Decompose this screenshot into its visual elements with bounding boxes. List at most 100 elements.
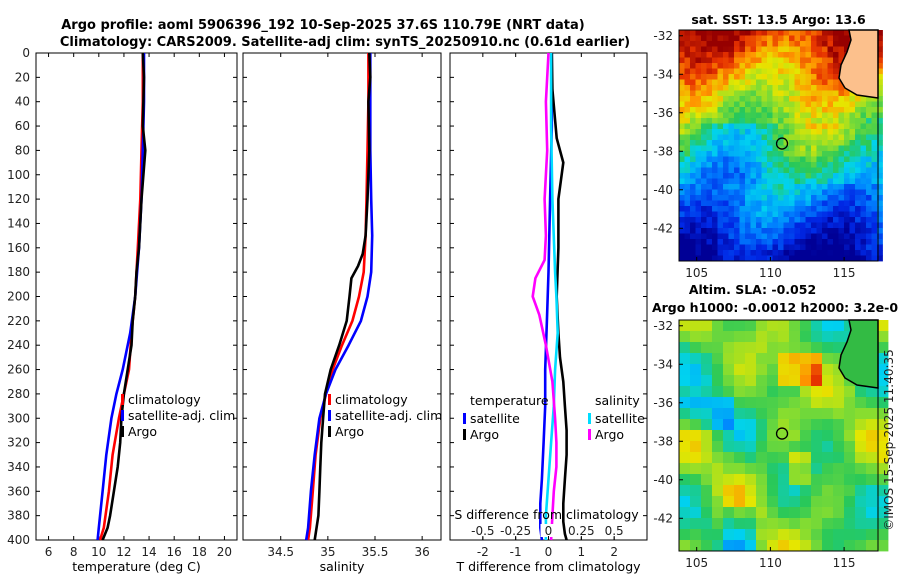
temperature-ytick-label: 380 (7, 509, 30, 523)
sst-map-xtick-label: 105 (685, 266, 708, 280)
sla-map-xtick-label: 105 (685, 556, 708, 570)
salinity-series-argo (313, 52, 372, 541)
sst-map-ytick-label: -42 (653, 221, 673, 235)
temperature-ytick-label: 160 (7, 241, 30, 255)
temperature-legend-swatch (121, 426, 124, 437)
salinity-legend-label: Argo (335, 424, 364, 439)
salinity-series-climatology (306, 53, 370, 541)
temperature-ytick-label: 300 (7, 411, 30, 425)
difference-xtick-label: -1 (510, 545, 522, 559)
sst-map-ytick-label: -38 (653, 144, 673, 158)
temperature-ytick-label: 200 (7, 290, 30, 304)
diff-x2tick-bg (540, 524, 557, 537)
sla-map-ytick-label: -36 (653, 396, 673, 410)
diff-legend-t-header: temperature (470, 393, 549, 408)
sst-map-heatmap (679, 30, 883, 262)
sst-map-xtick-label: 110 (759, 266, 782, 280)
difference-panel: -2 -1 0 1 2T difference from climatology temp… (449, 52, 648, 574)
sst-map-ytick-label: -36 (653, 106, 673, 120)
sst-map-title: sat. SST: 13.5 Argo: 13.6 (691, 12, 866, 27)
difference-series-s-argo (531, 52, 558, 541)
temperature-xtick-label: 20 (217, 545, 232, 559)
diff-x2tick-label: 0 (545, 524, 553, 538)
temperature-xtick-label: 10 (91, 545, 106, 559)
salinity-legend-label: climatology (335, 392, 408, 407)
difference-xtick-label: 2 (610, 545, 618, 559)
temperature-xlabel: temperature (deg C) (72, 559, 201, 574)
sla-map-ytick-label: -34 (653, 357, 673, 371)
temperature-series-satellite-adj-clim (96, 53, 146, 541)
diff-x2tick-bg (501, 524, 530, 537)
diff-x2tick-label: -0.25 (500, 524, 531, 538)
sla-map-xtick-label: 115 (833, 556, 856, 570)
diff-legend-s-header: salinity (595, 393, 640, 408)
diff-x2label: S difference from climatology (454, 507, 639, 522)
diff-legend-t-swatch (463, 413, 466, 424)
sst-map-panel: 105 110 115 -32 -34 -36 -38 -40 -42 sat. SST: 13.… (653, 12, 883, 280)
sla-map-argo-marker (775, 427, 789, 440)
temperature-legend-label: climatology (128, 392, 201, 407)
temperature-xtick-label: 8 (70, 545, 78, 559)
temperature-ytick-label: 120 (7, 192, 30, 206)
salinity-xtick-label: 36 (415, 545, 430, 559)
temperature-xtick-label: 18 (192, 545, 207, 559)
temperature-ytick-label: 280 (7, 387, 30, 401)
credit-label: ©IMOS 15-Sep-2025 11:40:35 (882, 349, 896, 531)
sla-map-xtick-label: 110 (759, 556, 782, 570)
difference-series-s-satellite (544, 53, 560, 540)
difference-xtick-label: 0 (545, 545, 553, 559)
temperature-xtick-label: 16 (167, 545, 182, 559)
salinity-legend-label: satellite-adj. clim (335, 408, 442, 423)
salinity-legend-swatch (328, 426, 331, 437)
temperature-ytick-label: 80 (15, 143, 30, 157)
salinity-legend-swatch (328, 410, 331, 421)
temperature-ytick-label: 180 (7, 265, 30, 279)
diff-x2tick-bg (567, 524, 596, 537)
temperature-xtick-label: 6 (45, 545, 53, 559)
diff-legend-t-label: Argo (470, 427, 499, 442)
temperature-legend-swatch (121, 410, 124, 421)
diff-x2tick-label: 0.25 (568, 524, 595, 538)
salinity-xtick-label: 35 (320, 545, 335, 559)
salinity-legend-swatch (328, 394, 331, 405)
diff-x2tick-bg (606, 524, 623, 537)
sla-map-panel: 105 110 115 -32 -34 -36 -38 -40 -42 Altim. SLA: -… (652, 282, 898, 570)
difference-series-t-satellite (538, 53, 554, 541)
temperature-ytick-label: 20 (15, 70, 30, 84)
temperature-panel: 0 20 40 60 80 100 120 140 160 180 200 220 240 260 280 3… (7, 46, 238, 574)
temperature-ytick-label: 140 (7, 216, 30, 230)
temperature-legend-swatch (121, 394, 124, 405)
difference-xtick-label: -2 (477, 545, 489, 559)
salinity-xtick-label: 34.5 (267, 545, 294, 559)
temperature-ytick-label: 0 (22, 46, 30, 60)
temperature-ytick-label: 340 (7, 460, 30, 474)
temperature-legend-label: Argo (128, 424, 157, 439)
diff-legend-s-label: satellite (595, 411, 645, 426)
sla-map-ytick-label: -42 (653, 511, 673, 525)
sst-map-ytick-label: -40 (653, 183, 673, 197)
diff-x2tick-label: 0.5 (605, 524, 624, 538)
diff-legend-s-swatch (588, 413, 591, 424)
sst-map-argo-marker (775, 137, 789, 150)
diff-legend-s-label: Argo (595, 427, 624, 442)
temperature-ytick-label: 360 (7, 484, 30, 498)
sst-map-ytick-label: -34 (653, 67, 673, 81)
difference-xtick-label: 1 (578, 545, 586, 559)
sla-map-heatmap (679, 320, 889, 552)
sla-map-title-line1: Altim. SLA: -0.052 (689, 282, 816, 297)
sla-map-title-line2: Argo h1000: -0.0012 h2000: 3.2e-0 (652, 300, 898, 315)
sla-map-ytick-label: -32 (653, 319, 673, 333)
sst-map-xtick-label: 115 (833, 266, 856, 280)
figure-title-line2: Climatology: CARS2009. Satellite-adj cli… (60, 35, 630, 50)
temperature-ytick-label: 60 (15, 119, 30, 133)
salinity-xlabel: salinity (320, 559, 365, 574)
sla-map-axes-frame (678, 319, 879, 552)
salinity-panel: 34.5 35 35.5 36 salinity climatologysatellite… (242, 52, 442, 574)
diff-legend-s-swatch (588, 429, 591, 440)
sst-map-axes-frame (678, 29, 879, 262)
sla-map-ytick-label: -40 (653, 473, 673, 487)
diff-x2tick-bg (468, 524, 497, 537)
salinity-xtick-label: 35.5 (362, 545, 389, 559)
salinity-series-satellite-adj-clim (304, 53, 374, 541)
